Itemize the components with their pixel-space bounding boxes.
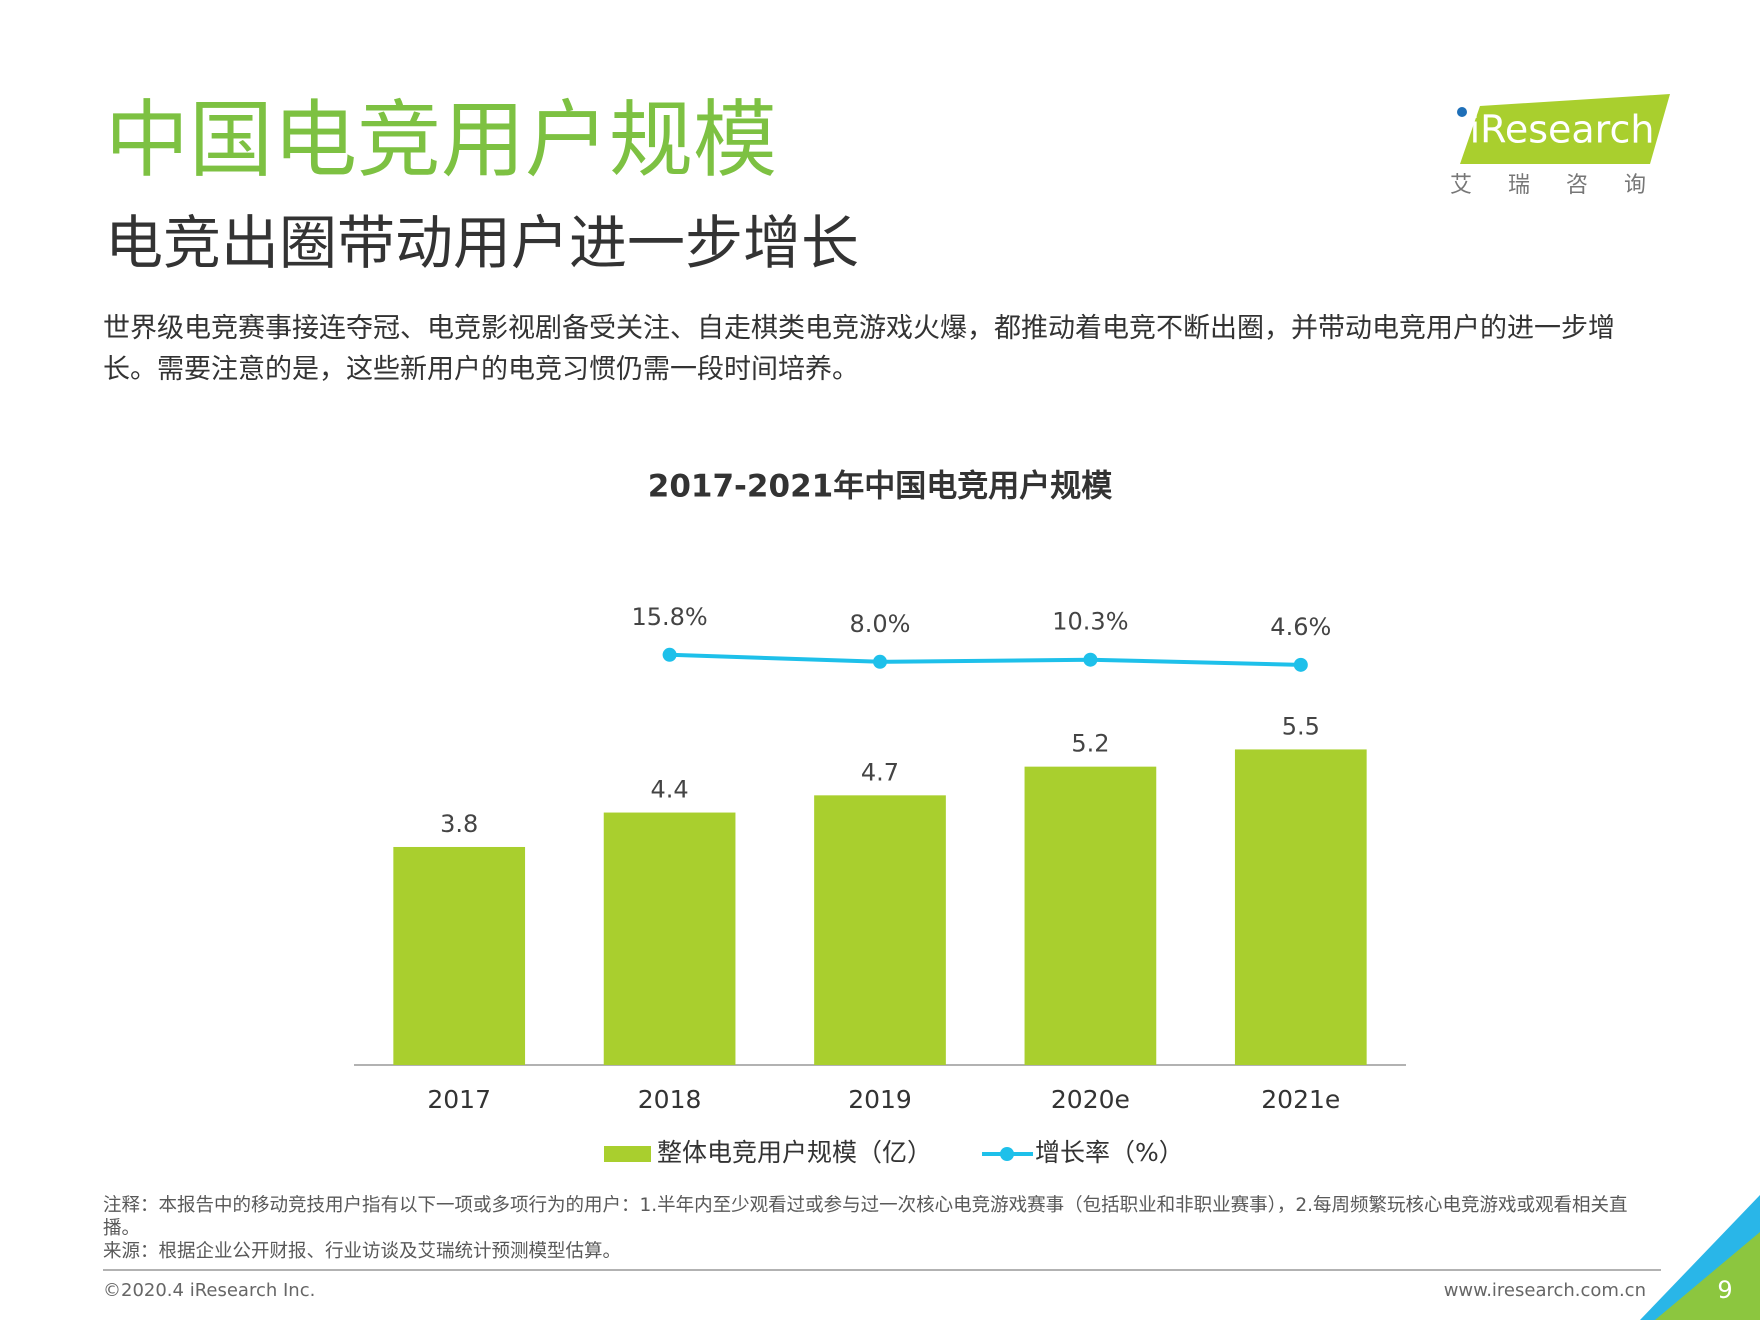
logo-dot <box>1457 107 1467 117</box>
line-marker <box>1293 657 1308 672</box>
bar <box>393 846 526 1065</box>
bar-value-label: 5.5 <box>1282 712 1320 740</box>
note: 注释：本报告中的移动竞技用户指有以下一项或多项行为的用户：1.半年内至少观看过或… <box>103 1195 1628 1239</box>
page-title: 中国电竞用户规模 <box>105 91 778 189</box>
legend-swatch <box>604 1146 651 1162</box>
bar <box>1234 749 1367 1065</box>
page-subtitle: 电竞出圈带动用户进一步增长 <box>105 209 860 277</box>
copyright: ©2020.4 iResearch Inc. <box>103 1280 315 1301</box>
logo-badge <box>1460 94 1670 164</box>
line-value-label: 8.0% <box>850 610 911 638</box>
bar <box>814 795 946 1065</box>
x-tick-label: 2021e <box>1261 1085 1340 1114</box>
source: 来源：根据企业公开财报、行业访谈及艾瑞统计预测模型估算。 <box>103 1241 622 1262</box>
legend-label: 整体电竞用户规模（亿） <box>657 1138 932 1167</box>
legend-label: 增长率（%） <box>1035 1138 1184 1167</box>
line-marker <box>1083 652 1098 667</box>
x-tick-label: 2017 <box>427 1085 491 1114</box>
line-value-label: 4.6% <box>1270 613 1331 641</box>
x-tick-label: 2018 <box>638 1085 702 1114</box>
bar <box>603 812 736 1065</box>
line-value-label: 15.8% <box>631 603 707 631</box>
corner-decoration <box>1655 1232 1760 1320</box>
bar-value-label: 5.2 <box>1071 730 1109 758</box>
page-number: 9 <box>1717 1276 1732 1304</box>
bar <box>1024 766 1157 1065</box>
x-tick-label: 2020e <box>1051 1085 1130 1114</box>
website: www.iresearch.com.cn <box>1444 1280 1646 1301</box>
line-value-label: 10.3% <box>1052 608 1128 636</box>
chart-title: 2017-2021年中国电竞用户规模 <box>648 469 1112 505</box>
bar-value-label: 4.7 <box>861 758 899 786</box>
legend-swatch <box>1000 1147 1015 1161</box>
logo-chinese: 艾瑞咨询 <box>1450 173 1682 198</box>
growth-line <box>669 652 1301 667</box>
x-tick-label: 2019 <box>848 1085 912 1114</box>
line-marker <box>873 654 887 669</box>
line-marker <box>662 647 677 662</box>
bar-value-label: 4.4 <box>651 776 689 804</box>
logo-brand: iResearch <box>1470 108 1655 152</box>
bar-value-label: 3.8 <box>440 810 478 838</box>
description: 世界级电竞赛事接连夺冠、电竞影视剧备受关注、自走棋类电竞游戏火爆，都推动着电竞不… <box>103 313 1615 385</box>
